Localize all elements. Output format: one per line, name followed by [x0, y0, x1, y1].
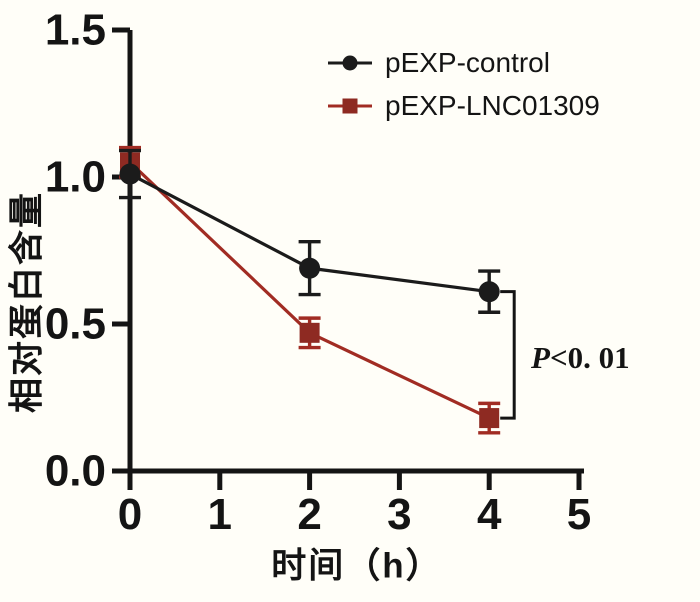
x-tick-label: 3: [387, 490, 411, 539]
x-tick-label: 5: [567, 490, 591, 539]
legend-marker-circle-icon: [328, 55, 372, 71]
y-tick-label: 0.5: [45, 300, 106, 349]
significance-annotation: P<0. 01: [531, 340, 630, 375]
y-tick-label: 0.0: [45, 447, 106, 496]
significance-bracket: [500, 290, 516, 420]
legend-item-pexp-control: pEXP-control: [327, 47, 600, 78]
y-tick-label: 1.5: [45, 6, 106, 55]
x-tick-label: 1: [208, 490, 232, 539]
legend-label-pexp-control: pEXP-control: [385, 47, 550, 78]
data-point-circle: [119, 163, 141, 185]
x-tick-label: 2: [297, 490, 321, 539]
legend: pEXP-control pEXP-LNC01309: [327, 47, 600, 136]
x-axis-title: 时间（h）: [271, 546, 443, 586]
x-tick-label: 0: [118, 490, 142, 539]
legend-marker-square-icon: [328, 98, 372, 114]
data-point-circle: [478, 281, 500, 303]
legend-item-pexp-lnc01309: pEXP-LNC01309: [327, 90, 600, 121]
y-tick-label: 1.0: [45, 153, 106, 202]
data-point-square: [299, 322, 320, 343]
x-tick-label: 4: [477, 490, 502, 539]
y-axis-title: 相对蛋白含量: [7, 190, 47, 414]
data-point-square: [479, 408, 500, 429]
data-point-circle: [299, 257, 321, 279]
legend-label-pexp-lnc01309: pEXP-LNC01309: [385, 90, 600, 121]
